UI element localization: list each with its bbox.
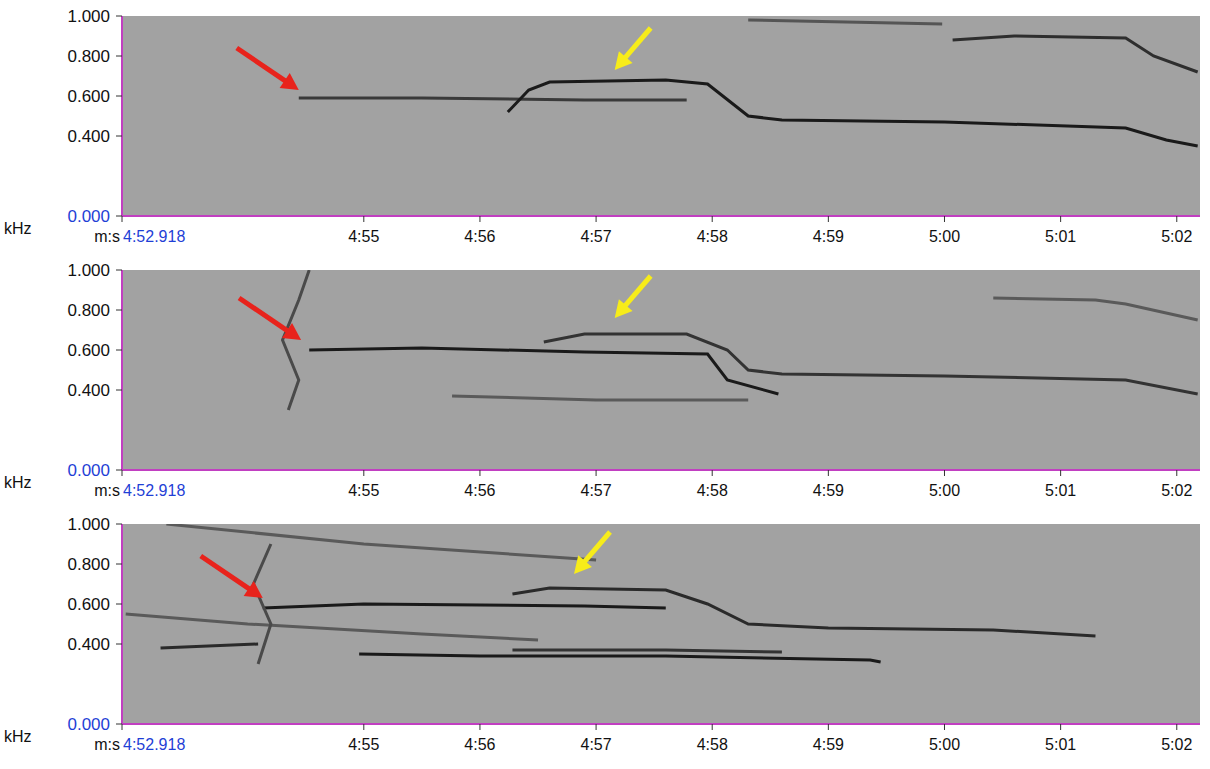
svg-text:4:55: 4:55 — [348, 228, 379, 245]
svg-text:m:s: m:s — [94, 228, 120, 245]
svg-text:5:02: 5:02 — [1161, 482, 1192, 499]
svg-text:5:01: 5:01 — [1045, 736, 1076, 753]
svg-text:kHz: kHz — [4, 728, 32, 745]
svg-text:4:57: 4:57 — [581, 736, 612, 753]
svg-text:1.000: 1.000 — [67, 515, 110, 534]
svg-text:4:58: 4:58 — [697, 228, 728, 245]
svg-text:0.600: 0.600 — [67, 87, 110, 106]
svg-text:0.600: 0.600 — [67, 341, 110, 360]
svg-text:0.000: 0.000 — [67, 207, 110, 226]
svg-text:4:57: 4:57 — [581, 482, 612, 499]
svg-text:4:56: 4:56 — [464, 736, 495, 753]
svg-text:4:59: 4:59 — [813, 736, 844, 753]
svg-text:kHz: kHz — [4, 220, 32, 237]
svg-text:4:52.918: 4:52.918 — [123, 736, 185, 753]
svg-text:4:52.918: 4:52.918 — [123, 228, 185, 245]
svg-text:kHz: kHz — [4, 474, 32, 491]
svg-text:0.600: 0.600 — [67, 595, 110, 614]
svg-text:0.000: 0.000 — [67, 715, 110, 734]
svg-text:0.800: 0.800 — [67, 301, 110, 320]
svg-text:4:56: 4:56 — [464, 482, 495, 499]
svg-text:5:01: 5:01 — [1045, 228, 1076, 245]
svg-text:0.000: 0.000 — [67, 461, 110, 480]
svg-text:0.800: 0.800 — [67, 47, 110, 66]
svg-text:m:s: m:s — [94, 736, 120, 753]
svg-text:m:s: m:s — [94, 482, 120, 499]
svg-text:4:55: 4:55 — [348, 736, 379, 753]
svg-text:0.400: 0.400 — [67, 635, 110, 654]
svg-text:4:58: 4:58 — [697, 736, 728, 753]
svg-text:0.400: 0.400 — [67, 381, 110, 400]
svg-text:5:00: 5:00 — [929, 228, 960, 245]
svg-text:4:58: 4:58 — [697, 482, 728, 499]
svg-text:5:00: 5:00 — [929, 736, 960, 753]
svg-text:1.000: 1.000 — [67, 7, 110, 26]
svg-text:5:02: 5:02 — [1161, 736, 1192, 753]
svg-text:4:52.918: 4:52.918 — [123, 482, 185, 499]
svg-text:4:59: 4:59 — [813, 228, 844, 245]
svg-text:5:02: 5:02 — [1161, 228, 1192, 245]
svg-text:4:56: 4:56 — [464, 228, 495, 245]
svg-text:4:57: 4:57 — [581, 228, 612, 245]
svg-text:0.800: 0.800 — [67, 555, 110, 574]
svg-text:4:59: 4:59 — [813, 482, 844, 499]
svg-text:1.000: 1.000 — [67, 261, 110, 280]
svg-text:4:55: 4:55 — [348, 482, 379, 499]
svg-text:5:01: 5:01 — [1045, 482, 1076, 499]
svg-text:5:00: 5:00 — [929, 482, 960, 499]
svg-text:0.400: 0.400 — [67, 127, 110, 146]
